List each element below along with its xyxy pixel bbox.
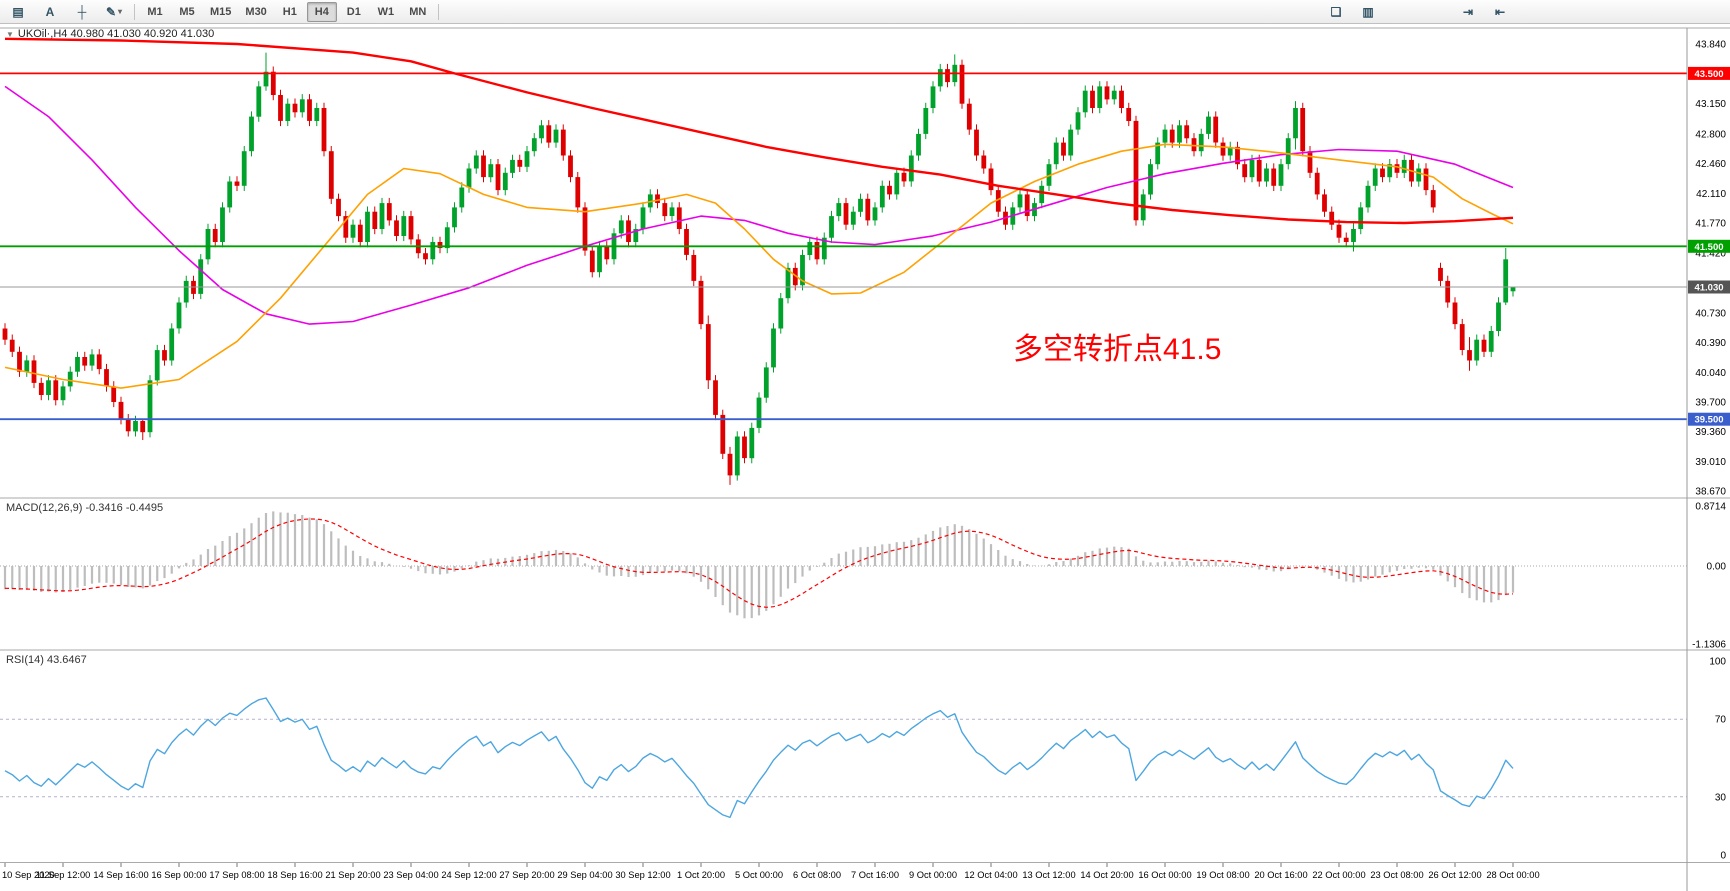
chevron-down-icon: ▾	[118, 7, 123, 16]
ma-mid-orange	[4, 143, 1514, 389]
ma-slow-magenta	[4, 85, 1514, 325]
price-tick-label: 42.110	[1696, 189, 1726, 200]
time-tick-label: 13 Oct 12:00	[1022, 870, 1075, 880]
time-tick-label: 5 Oct 00:00	[735, 870, 783, 880]
time-tick-label: 24 Sep 12:00	[441, 870, 496, 880]
candles[interactable]	[2, 52, 1516, 485]
rsi-panel[interactable]	[0, 697, 1687, 819]
time-tick-label: 29 Sep 04:00	[557, 870, 612, 880]
price-tick-label: 43.150	[1695, 99, 1726, 110]
time-tick-label: 21 Sep 20:00	[325, 870, 380, 880]
hline-badge-43.500-label: 43.500	[1694, 69, 1723, 80]
rsi-tick-label: 0	[1720, 851, 1726, 862]
rsi-tick-label: 100	[1709, 657, 1726, 668]
timeframe-button-mn[interactable]: MN	[409, 5, 427, 18]
price-tick-label: 39.010	[1695, 457, 1726, 468]
text-tool-button[interactable]: A	[45, 4, 55, 19]
price-tick-label: 43.840	[1695, 40, 1726, 51]
toolbar-left-group: ▤ A ┼ ✎ ▾	[3, 2, 129, 22]
hline-badge-39.500-label: 39.500	[1694, 415, 1723, 426]
time-tick-label: 19 Oct 08:00	[1196, 870, 1249, 880]
timeframe-button-m1[interactable]: M1	[147, 5, 163, 18]
timeframe-button-m30[interactable]: M30	[245, 5, 267, 18]
time-tick-label: 18 Sep 16:00	[267, 870, 322, 880]
toolbar-right-group: ⇥ ⇤	[1453, 2, 1515, 22]
tile-windows-button[interactable]: ❏	[1330, 4, 1342, 19]
macd-axis[interactable]: 0.8714 0.00 -1.1306	[1692, 502, 1726, 651]
toolbar-timeframes: M1 M5 M15 M30 H1 H4 D1 W1 MN	[140, 1, 433, 22]
timeframe-button-d1[interactable]: D1	[346, 5, 361, 18]
timeframe-button-w1[interactable]: W1	[377, 5, 395, 18]
price-tick-label: 40.390	[1695, 338, 1726, 349]
time-tick-label: 30 Sep 12:00	[615, 870, 670, 880]
draw-tools-button[interactable]: ✎ ▾	[105, 4, 123, 19]
current-price-badge-label: 41.030	[1694, 283, 1723, 294]
time-tick-label: 26 Oct 12:00	[1428, 870, 1481, 880]
rsi-axis[interactable]: 100 70 30 0	[1709, 657, 1726, 862]
price-axis[interactable]: 43.840 43.150 42.800 42.460 42.110 41.770 41.4…	[1688, 40, 1730, 498]
rsi-tick-label: 30	[1715, 792, 1727, 803]
time-tick-label: 14 Oct 20:00	[1080, 870, 1133, 880]
time-tick-label: 22 Oct 00:00	[1312, 870, 1365, 880]
time-tick-label: 28 Oct 00:00	[1486, 870, 1539, 880]
timeframe-button-h4[interactable]: H4	[306, 1, 337, 22]
timeframe-button-m5[interactable]: M5	[179, 5, 195, 18]
time-tick-label: 23 Oct 08:00	[1370, 870, 1423, 880]
time-tick-label: 14 Sep 16:00	[93, 870, 148, 880]
crosshair-tool-button[interactable]: ┼	[77, 4, 87, 19]
time-tick-label: 16 Sep 00:00	[151, 870, 206, 880]
toolbar-separator	[134, 3, 135, 20]
macd-tick-label: 0.8714	[1695, 502, 1726, 513]
indicators-list-button[interactable]: ▥	[1362, 4, 1374, 19]
time-tick-label: 17 Sep 08:00	[209, 870, 264, 880]
rsi-line	[4, 697, 1514, 819]
chart-area: 43.840 43.150 42.800 42.460 42.110 41.770 41.4…	[0, 24, 1730, 891]
price-tick-label: 40.040	[1695, 368, 1726, 379]
price-tick-label: 38.670	[1695, 487, 1726, 498]
price-tick-label: 39.700	[1695, 397, 1726, 408]
current-price-badge	[1688, 280, 1730, 294]
time-tick-label: 20 Oct 16:00	[1254, 870, 1307, 880]
time-tick-label: 6 Oct 08:00	[793, 870, 841, 880]
time-tick-label: 11 Sep 12:00	[36, 870, 91, 880]
hline-badge-39.500	[1688, 412, 1730, 426]
toolbar: ▤ A ┼ ✎ ▾ M1 M5 M15 M30 H1 H4 D1 W1 MN ❏ ▥ ⇥ ⇤	[0, 0, 1730, 24]
time-tick-label: 16 Oct 00:00	[1138, 870, 1191, 880]
time-tick-label: 9 Oct 00:00	[909, 870, 957, 880]
axis-background	[1687, 24, 1730, 891]
macd-signal-line	[4, 518, 1514, 608]
rsi-tick-label: 70	[1715, 715, 1727, 726]
price-tick-label: 41.420	[1695, 249, 1726, 260]
hline-badge-43.500	[1688, 66, 1730, 80]
time-tick-label: 23 Sep 04:00	[383, 870, 438, 880]
hline-badge-41.500	[1688, 239, 1730, 253]
chart-shift-button[interactable]: ⇤	[1494, 4, 1506, 19]
auto-scroll-button[interactable]: ⇥	[1462, 4, 1474, 19]
toolbar-mid-group: ❏ ▥	[1321, 2, 1383, 22]
price-tick-label: 42.460	[1695, 159, 1726, 170]
macd-tick-label: -1.1306	[1692, 639, 1726, 650]
timeframe-button-h1[interactable]: H1	[282, 5, 297, 18]
price-tick-label: 41.770	[1695, 219, 1726, 230]
macd-tick-label: 0.00	[1707, 562, 1727, 573]
macd-panel[interactable]	[0, 511, 1687, 619]
time-tick-label: 10 Sep 2020	[2, 870, 55, 880]
chart-canvas[interactable]: 43.840 43.150 42.800 42.460 42.110 41.770 41.4…	[0, 24, 1730, 891]
time-tick-label: 1 Oct 20:00	[677, 870, 725, 880]
toolbar-separator	[437, 3, 439, 20]
time-tick-label: 7 Oct 16:00	[851, 870, 899, 880]
time-tick-label: 12 Oct 04:00	[964, 870, 1017, 880]
chart-window-button[interactable]: ▤	[12, 4, 24, 19]
price-tick-label: 39.360	[1695, 427, 1726, 438]
hline-badge-41.500-label: 41.500	[1694, 242, 1723, 253]
price-tick-label: 40.730	[1695, 308, 1726, 319]
ma-long-red	[4, 37, 1514, 225]
time-tick-label: 27 Sep 20:00	[499, 870, 554, 880]
price-tick-label: 42.800	[1695, 129, 1726, 140]
timeframe-button-m15[interactable]: M15	[210, 5, 232, 18]
